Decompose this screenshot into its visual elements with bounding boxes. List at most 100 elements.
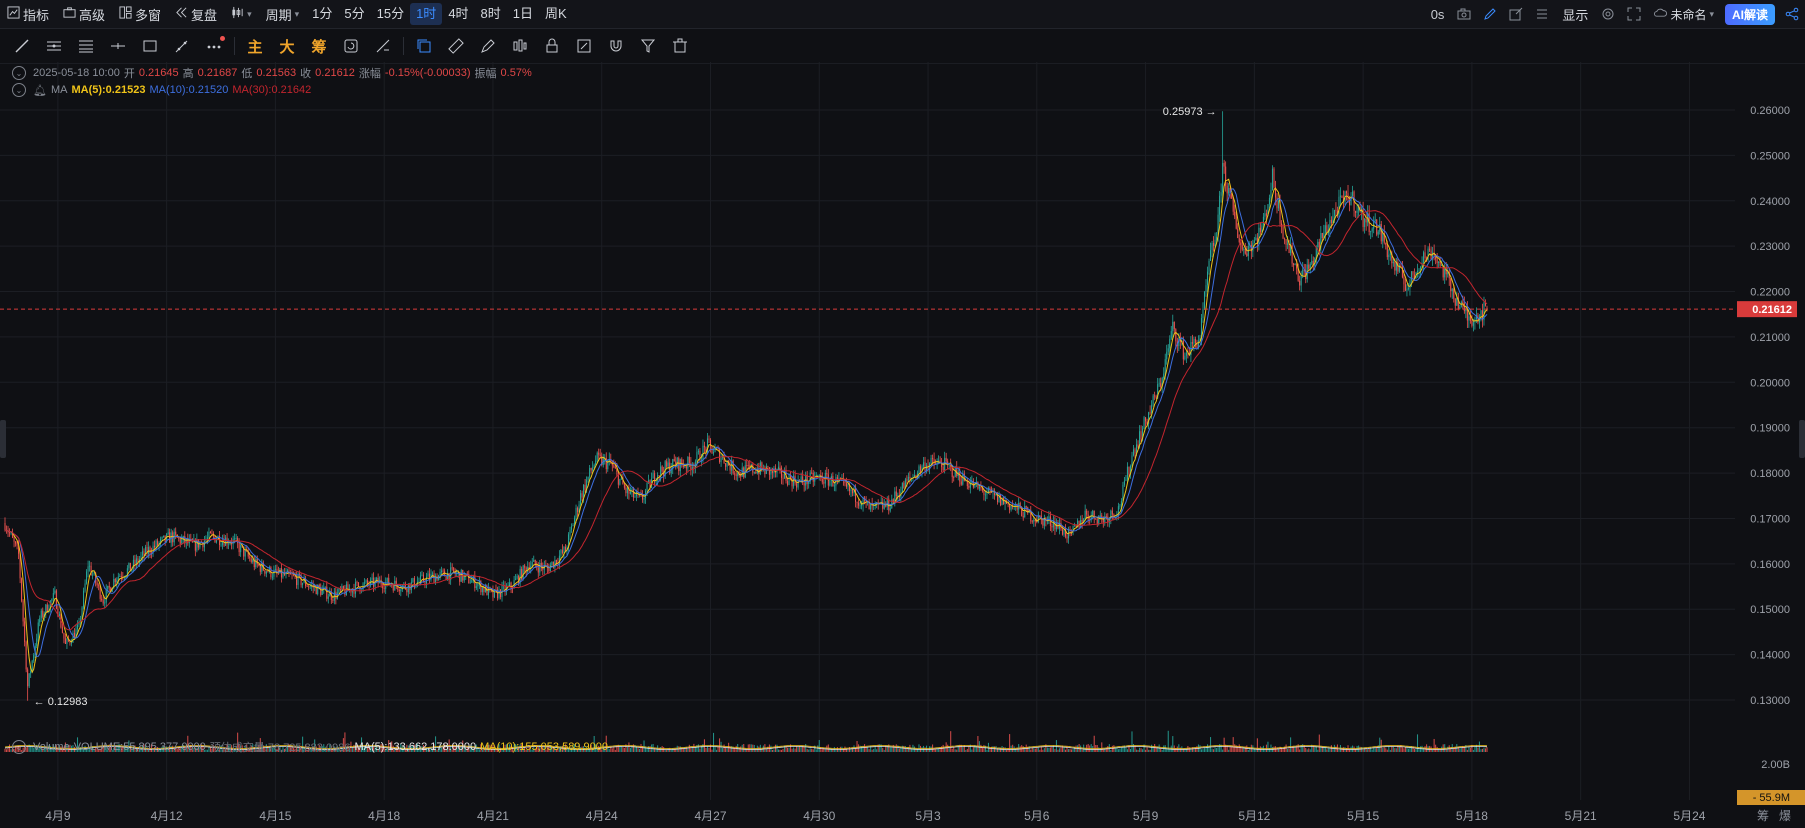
volume-bar [1175, 748, 1177, 752]
candle-body [1210, 250, 1212, 261]
big-order-button[interactable]: 大 [279, 38, 295, 56]
more-tools-icon[interactable] [198, 30, 230, 62]
fib-tool-icon[interactable] [70, 30, 102, 62]
volume-bar [1362, 749, 1364, 752]
candle-body [1105, 516, 1107, 517]
replay-button[interactable]: 复盘 [168, 0, 224, 28]
volume-bar [1290, 737, 1292, 752]
lock-tool-icon[interactable] [536, 30, 568, 62]
volume-bar [767, 746, 769, 752]
share-icon[interactable] [1779, 0, 1805, 28]
time-tick-label: 5月18 [1456, 809, 1488, 823]
volume-bar [40, 747, 42, 752]
candle-body [232, 538, 234, 545]
parallel-lines-tool-icon[interactable] [38, 30, 70, 62]
multi-window-button[interactable]: 多窗 [112, 0, 168, 28]
horizontal-line-tool-icon[interactable] [102, 30, 134, 62]
period-1m[interactable]: 1分 [312, 6, 333, 21]
volume-bar [439, 744, 441, 752]
volume-bar [451, 749, 453, 752]
popout-icon[interactable] [1503, 0, 1529, 28]
candle-body [614, 466, 616, 469]
refresh-tool-icon[interactable] [335, 30, 367, 62]
candle-body [1468, 316, 1470, 321]
volume-bar [558, 748, 560, 752]
volume-bar [123, 744, 125, 752]
trash-tool-icon[interactable] [664, 30, 696, 62]
chart-type-button[interactable]: ▾ [224, 0, 259, 28]
period-5m[interactable]: 5分 [344, 6, 365, 21]
indicators-button[interactable]: 指标 [0, 0, 56, 28]
camera-icon[interactable] [1451, 0, 1477, 28]
bell-icon[interactable]: 🔔︎ [33, 84, 47, 97]
volume-bar [1069, 749, 1071, 752]
period-selector[interactable]: 周期 ▾ [259, 0, 307, 28]
period-1d[interactable]: 1日 [512, 6, 534, 21]
list-icon[interactable] [1529, 0, 1555, 28]
period-4h[interactable]: 4时 [448, 6, 469, 21]
chips-button[interactable]: 筹 [311, 38, 327, 56]
collapse-icon[interactable]: ⌄ [12, 83, 26, 97]
candle-body [1268, 197, 1270, 205]
chips-toggle[interactable]: 筹 [1756, 809, 1769, 823]
volume-bar [222, 749, 224, 752]
candle-body [725, 463, 727, 467]
display-button[interactable]: 显示 [1562, 7, 1589, 23]
pen-tool-icon[interactable] [472, 30, 504, 62]
volume-bar [722, 747, 724, 752]
candle-body [1350, 196, 1352, 206]
measure-tool-icon[interactable] [367, 30, 399, 62]
layout-name-button[interactable]: 未命名 ▾ [1647, 0, 1721, 28]
candle-body [255, 558, 257, 568]
period-15m[interactable]: 15分 [376, 6, 405, 21]
magnet-tool-icon[interactable] [600, 30, 632, 62]
advanced-button[interactable]: 高级 [56, 0, 112, 28]
candles-tool-icon[interactable] [504, 30, 536, 62]
volume-bar [465, 749, 467, 752]
volume-bar [694, 747, 696, 752]
main-force-button[interactable]: 主 [247, 38, 263, 56]
period-8h[interactable]: 8时 [480, 6, 501, 21]
edit-tool-icon[interactable] [568, 30, 600, 62]
candle-body [705, 447, 707, 453]
pencil-icon[interactable] [1477, 0, 1503, 28]
candle-body [1466, 308, 1468, 321]
candle-body [690, 463, 692, 471]
volume-bar [444, 744, 446, 752]
volume-bar [738, 747, 740, 752]
liquidation-toggle[interactable]: 爆 [1778, 809, 1791, 823]
candle-body [141, 551, 144, 556]
brush-tool-icon[interactable] [166, 30, 198, 62]
candle-body [1442, 265, 1444, 278]
left-panel-handle[interactable] [0, 420, 6, 458]
volume-bar [549, 746, 551, 752]
candle-body [833, 485, 835, 487]
candle-body [1459, 306, 1461, 310]
collapse-icon[interactable]: ⌄ [12, 740, 26, 754]
volume-bar [1045, 744, 1047, 752]
settings-icon[interactable] [1595, 0, 1621, 28]
ai-interpret-button[interactable]: AI解读 [1724, 3, 1775, 25]
volume-bar [1238, 744, 1240, 752]
copy-tool-icon[interactable] [408, 30, 440, 62]
fullscreen-icon[interactable] [1621, 0, 1647, 28]
rectangle-tool-icon[interactable] [134, 30, 166, 62]
trendline-tool-icon[interactable] [6, 30, 38, 62]
period-1h[interactable]: 1时 [410, 3, 443, 25]
candle-body [613, 465, 615, 467]
volume-bar [194, 747, 196, 752]
candle-body [1379, 224, 1381, 232]
volume-bar [1395, 748, 1397, 752]
candle-body [1447, 271, 1449, 275]
ruler-tool-icon[interactable] [440, 30, 472, 62]
volume-bar [320, 747, 322, 752]
candle-body [605, 457, 607, 470]
filter-tool-icon[interactable] [632, 30, 664, 62]
period-1w[interactable]: 周K [545, 6, 567, 21]
candle-body [693, 467, 695, 469]
volume-bar [382, 744, 384, 752]
right-panel-handle[interactable] [1799, 420, 1805, 458]
collapse-icon[interactable]: ⌄ [12, 66, 26, 80]
candle-body [726, 461, 728, 467]
